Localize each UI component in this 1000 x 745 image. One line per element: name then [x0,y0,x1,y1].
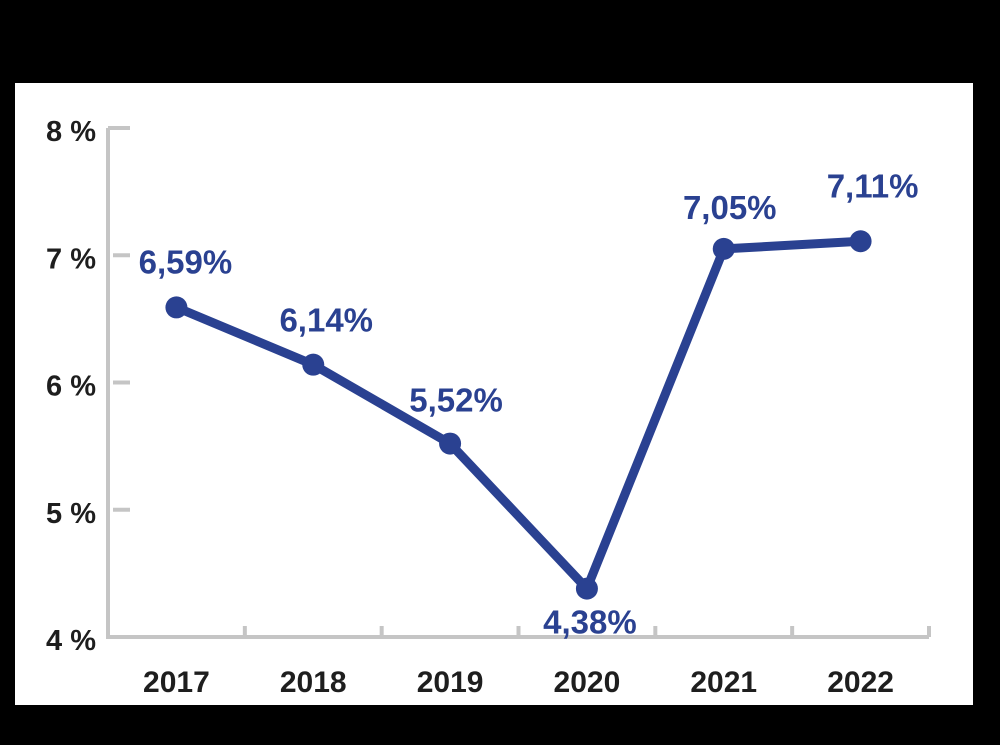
data-point-2022 [849,230,872,253]
x-axis-label: 2020 [554,666,621,699]
y-axis-tick-label: 4 % [46,625,96,657]
data-label-2019: 5,52% [409,382,503,419]
data-point-2019 [439,432,462,455]
data-point-2021 [712,237,735,260]
data-label-2020: 4,38% [543,604,637,641]
data-label-2017: 6,59% [139,243,233,280]
y-axis-tick-label: 6 % [46,371,96,403]
x-axis-label: 2017 [143,666,210,699]
data-point-2020 [575,577,598,600]
data-label-2021: 7,05% [683,189,777,226]
x-axis-label: 2019 [417,666,484,699]
y-axis-tick-label: 7 % [46,243,96,275]
y-axis-tick-label: 8 % [46,116,96,148]
series-line [171,236,866,594]
data-point-2017 [165,296,188,319]
line-chart: 8 % 7 % 6 % 5 % 4 % 2017 2018 2019 2020 2021 2022 6… [46,116,931,699]
data-label-2022: 7,11% [827,167,919,204]
chart-card: 8 % 7 % 6 % 5 % 4 % 2017 2018 2019 2020 2021 2022 6… [15,83,973,705]
data-label-2018: 6,14% [279,302,373,339]
data-point-2018 [302,353,325,376]
x-axis-label: 2018 [280,666,347,699]
x-axis-label: 2022 [827,666,894,699]
y-axis-tick-label: 5 % [46,498,96,530]
x-axis-label: 2021 [690,666,757,699]
